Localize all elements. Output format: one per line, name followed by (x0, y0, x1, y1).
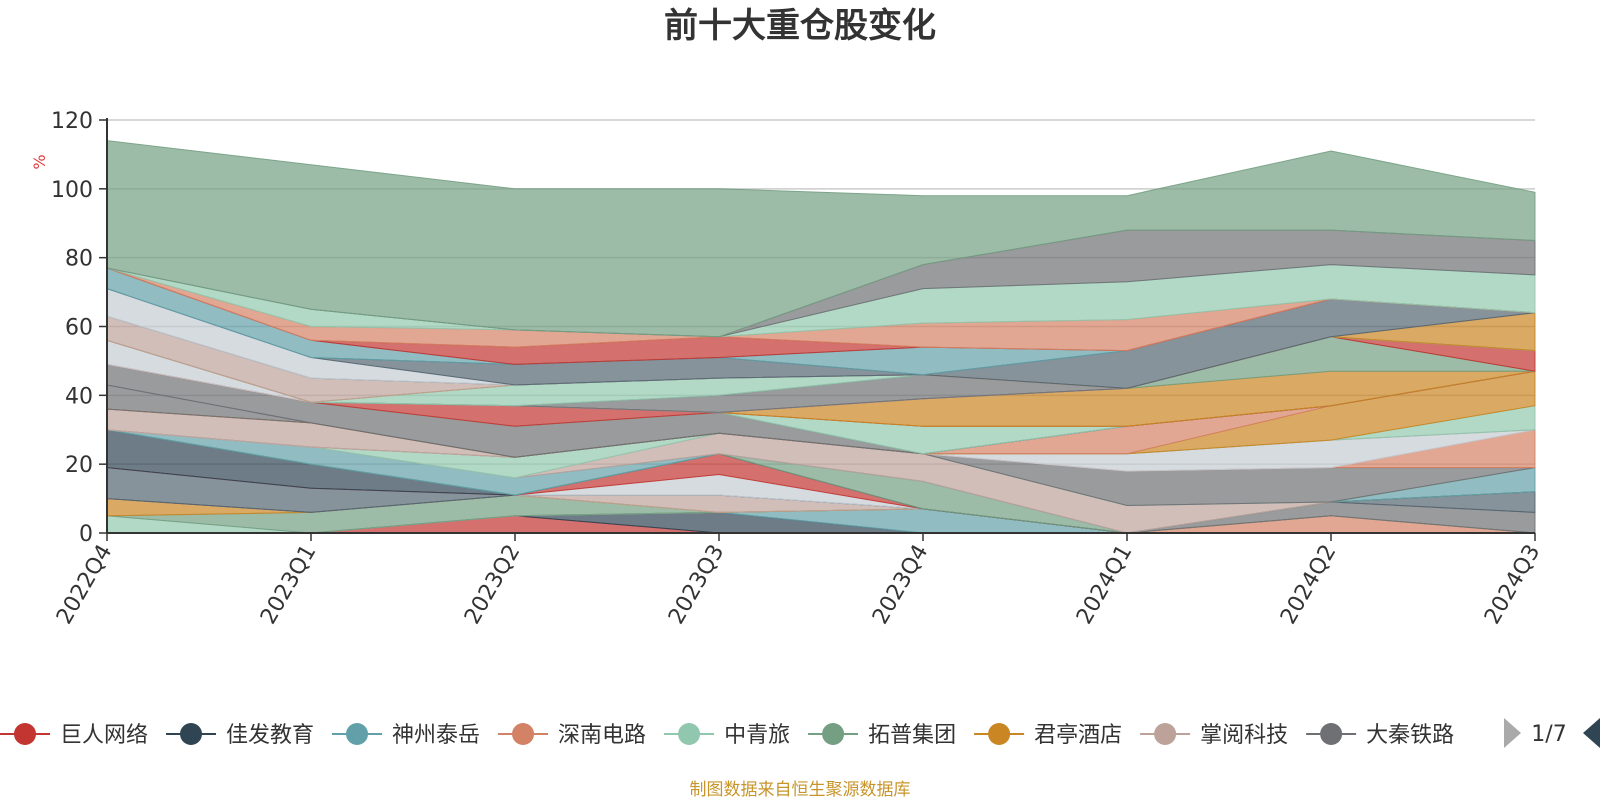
legend-item[interactable]: 佳发教育 (166, 723, 314, 748)
area-series-group (106, 140, 1536, 534)
legend-label: 拓普集团 (868, 723, 956, 748)
y-tick-label: 80 (65, 247, 93, 272)
legend-label: 掌阅科技 (1200, 723, 1288, 748)
x-tick-label: 2024Q2 (1276, 541, 1341, 629)
y-axis-unit-label: % (30, 154, 49, 169)
data-source-note: 制图数据来自恒生聚源数据库 (690, 780, 911, 800)
y-tick-label: 0 (79, 522, 93, 547)
legend-pager: 1/7 (1504, 718, 1600, 748)
legend-label: 巨人网络 (60, 723, 148, 748)
y-tick-label: 20 (65, 453, 93, 478)
x-tick-label: 2024Q1 (1072, 541, 1137, 629)
legend-label: 君亭酒店 (1034, 723, 1122, 748)
legend-circle-marker (1154, 723, 1177, 745)
legend-item[interactable]: 大秦铁路 (1306, 723, 1454, 748)
legend-label: 深南电路 (558, 723, 646, 748)
legend-prev-page-icon[interactable] (1504, 718, 1521, 748)
legend-item[interactable]: 拓普集团 (808, 723, 956, 748)
legend-item[interactable]: 深南电路 (498, 723, 646, 748)
legend-circle-marker (678, 723, 701, 745)
chart-title: 前十大重仓股变化 (664, 6, 936, 46)
legend-page-indicator: 1/7 (1531, 722, 1566, 747)
area-series (106, 140, 1536, 338)
legend-circle-marker (512, 723, 535, 745)
legend-circle-marker (180, 723, 203, 745)
legend-next-page-icon[interactable] (1583, 718, 1600, 748)
y-tick-label: 40 (65, 384, 93, 409)
y-tick-label: 120 (51, 109, 93, 134)
y-tick-label: 60 (65, 316, 93, 341)
legend-label: 佳发教育 (226, 723, 314, 748)
legend-label: 大秦铁路 (1366, 723, 1454, 748)
y-tick-label: 100 (51, 178, 93, 203)
legend-item[interactable]: 巨人网络 (0, 723, 148, 748)
legend: 巨人网络 佳发教育 神州泰岳 深南电路 中青旅 拓普集团 君亭酒店 掌阅科技 大秦铁路 (0, 723, 1454, 748)
legend-item[interactable]: 中青旅 (664, 723, 790, 748)
legend-circle-marker (14, 723, 36, 745)
x-tick-label: 2023Q2 (460, 541, 525, 629)
x-tick-label: 2023Q1 (256, 541, 321, 629)
x-tick-label: 2022Q4 (52, 541, 117, 629)
legend-circle-marker (1320, 723, 1343, 745)
legend-circle-marker (346, 723, 369, 745)
x-tick-label: 2023Q3 (664, 541, 729, 629)
legend-label: 中青旅 (724, 723, 790, 748)
legend-item[interactable]: 君亭酒店 (974, 723, 1122, 748)
x-tick-label: 2023Q4 (868, 541, 933, 629)
legend-items: 巨人网络 佳发教育 神州泰岳 深南电路 中青旅 拓普集团 君亭酒店 掌阅科技 大秦铁路 (0, 723, 1454, 748)
legend-circle-marker (822, 723, 845, 745)
x-tick-label: 2024Q3 (1480, 541, 1545, 629)
legend-label: 神州泰岳 (392, 723, 480, 748)
legend-circle-marker (988, 723, 1011, 745)
legend-item[interactable]: 掌阅科技 (1140, 723, 1288, 748)
legend-item[interactable]: 神州泰岳 (332, 723, 480, 748)
